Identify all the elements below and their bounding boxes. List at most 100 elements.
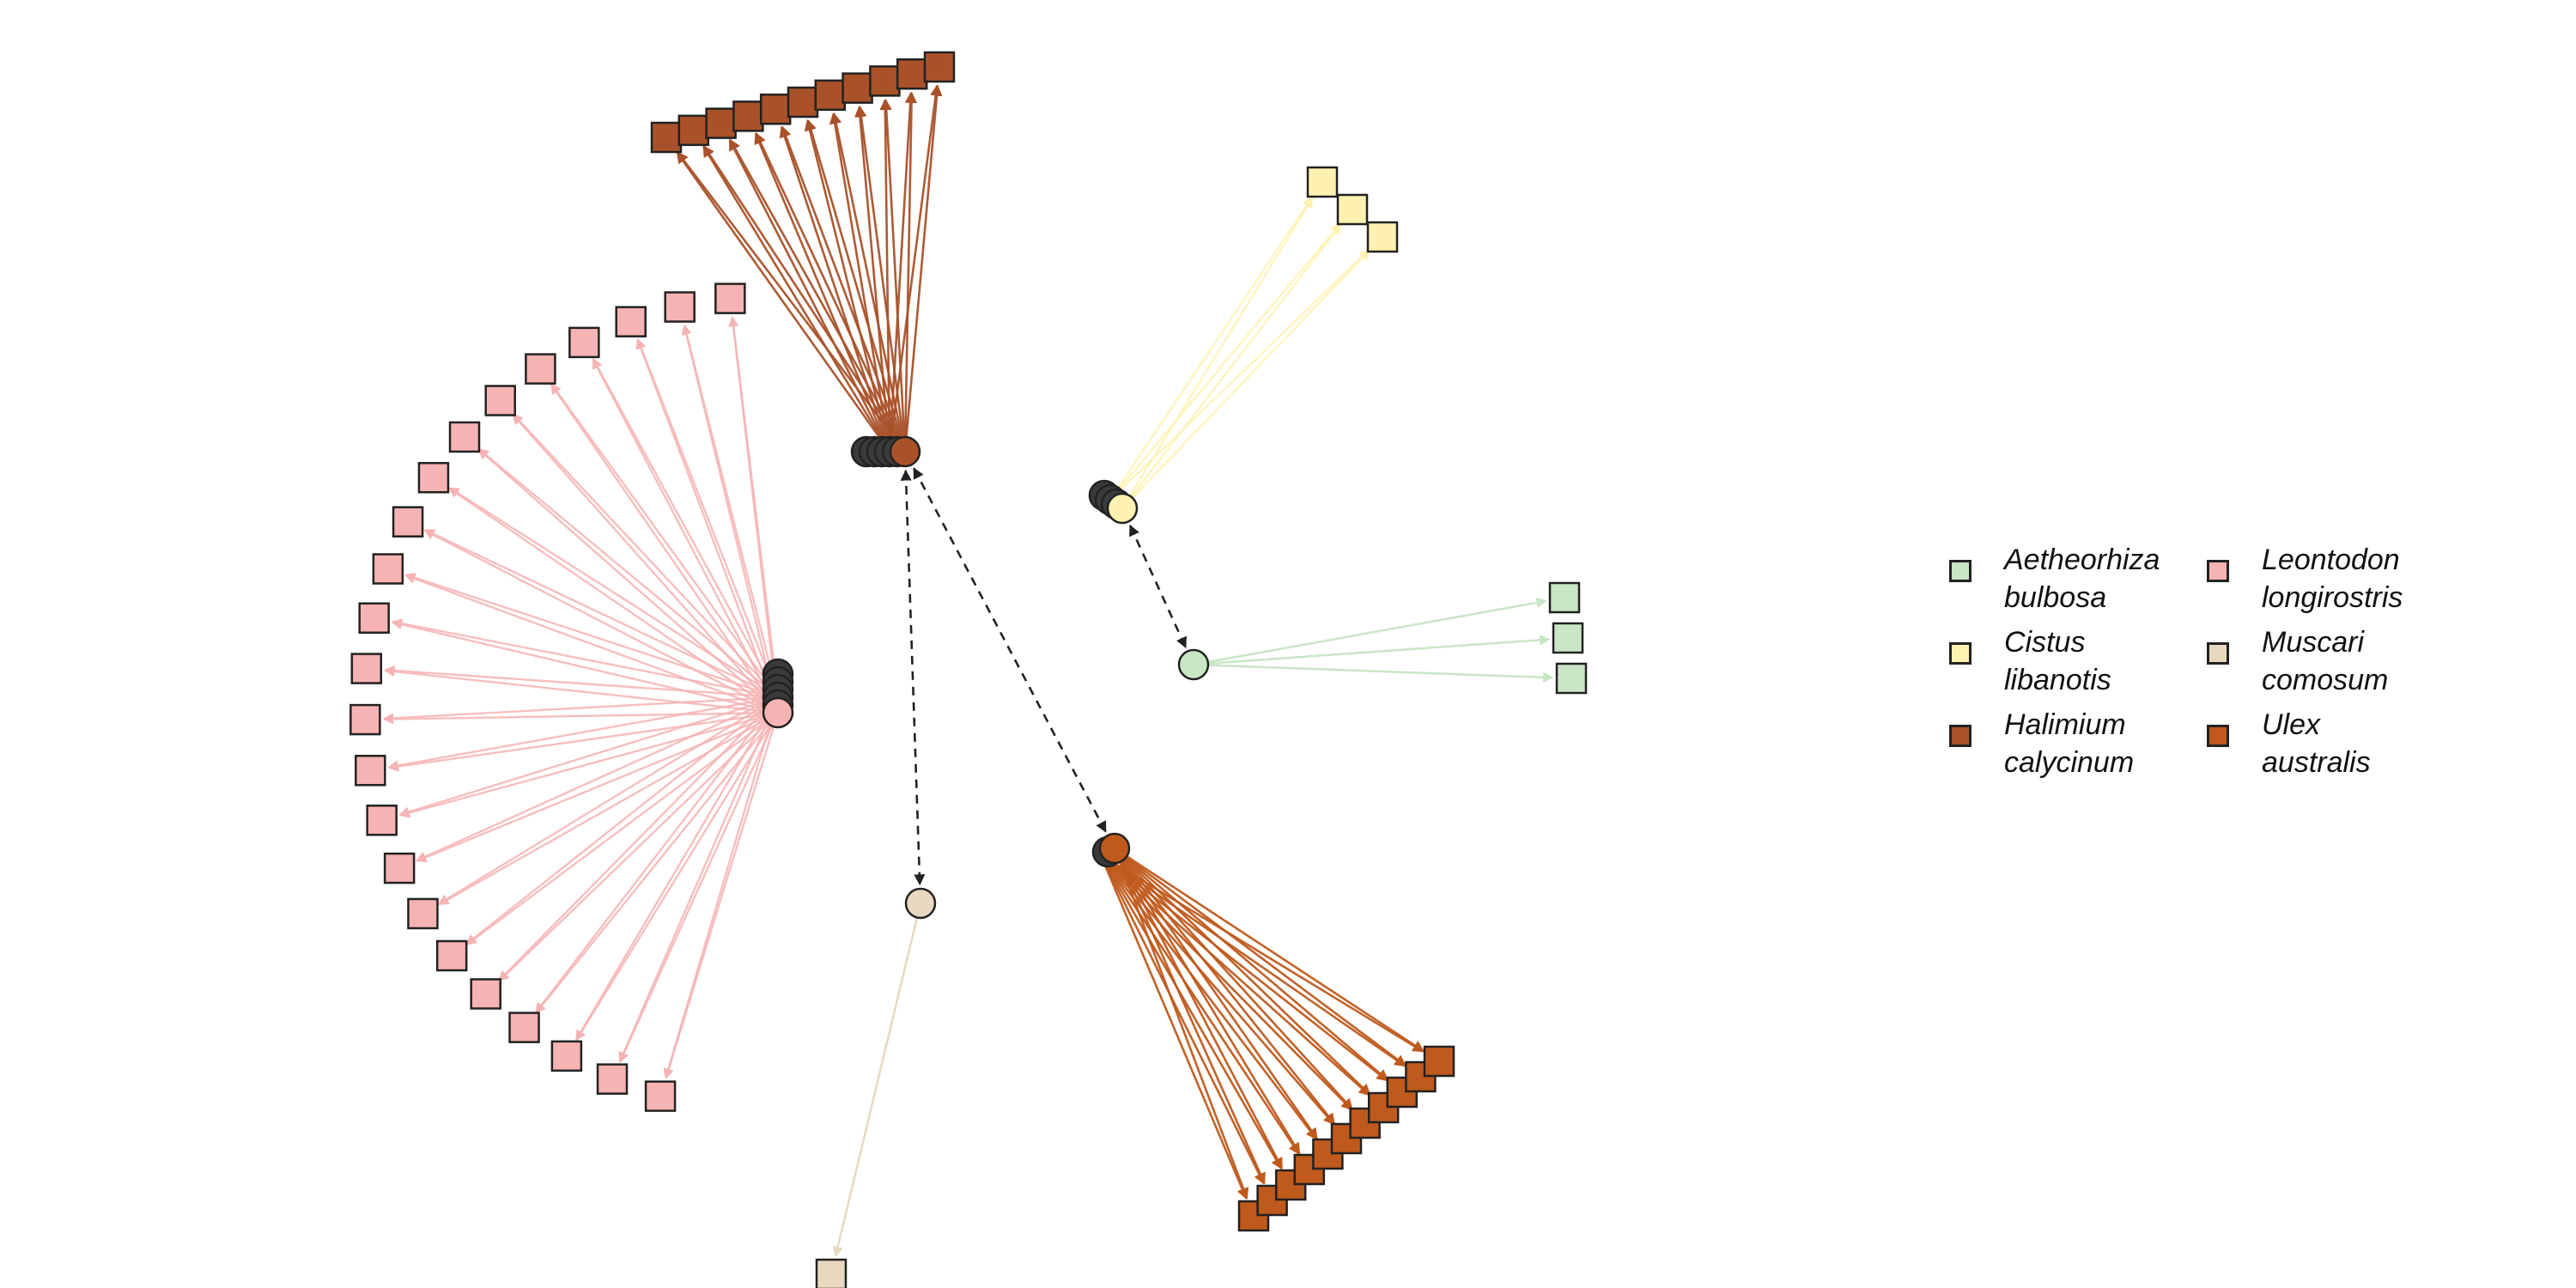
leaf-node-leontodon-22 [644,1080,677,1112]
leaf-node-halimium-0 [650,121,683,154]
leaf-node-halimium-7 [841,72,873,104]
edge-ulex-3-1 [1099,854,1300,1155]
edge-leontodon-17-1 [465,696,779,945]
edge-leontodon-15-1 [416,696,779,862]
hub-node-ulex-0 [1098,832,1131,865]
edge-ulex-9-1 [1100,854,1406,1067]
leaf-node-halimium-10 [923,51,956,83]
edge-ulex-5-1 [1100,854,1335,1126]
leaf-node-leontodon-15 [383,852,416,884]
edge-leontodon-8-1 [423,529,779,699]
leaf-node-aetheorhiza-2 [1555,662,1588,695]
edge-ulex-6-1 [1100,854,1353,1111]
edge-leontodon-17-0 [465,712,779,945]
legend-swatch-muscari [2207,642,2229,665]
leaf-node-halimium-6 [814,79,847,112]
leaf-node-leontodon-12 [349,703,381,736]
leaf-node-halimium-1 [677,114,710,147]
edge-leontodon-12-1 [383,696,779,724]
edge-aetheorhiza-0-1 [1193,597,1547,666]
edge-cistus-2-0 [1121,250,1370,509]
edge-leontodon-14-1 [398,696,779,817]
leaf-node-aetheorhiza-0 [1548,581,1581,614]
leaf-node-aetheorhiza-1 [1552,622,1584,654]
edge-ulex-1-0 [1113,848,1266,1185]
edge-halimium-8-1 [879,99,891,453]
leaf-node-cistus-2 [1366,221,1399,253]
edge-halimium-1-1 [702,145,891,453]
edge-aetheorhiza-2-1 [1193,663,1554,683]
legend-label-aetheorhiza: Aetheorhiza bulbosa [2004,544,2160,614]
edge-ulex-8-0 [1114,848,1389,1081]
edge-halimium-4-1 [779,125,891,453]
edge-ulex-10-0 [1114,847,1425,1053]
edge-cistus-2-1 [1109,249,1370,501]
edge-ulex-7-1 [1100,854,1370,1097]
edge-leontodon-7-1 [448,487,779,699]
edge-cistus-1-0 [1121,223,1342,509]
edge-leontodon-22-1 [663,696,780,1079]
edge-leontodon-5-0 [512,414,779,714]
edge-halimium-9-0 [903,91,918,453]
edge-leontodon-2-0 [635,338,780,714]
edge-leontodon-11-0 [384,666,779,714]
leaf-node-muscari-0 [815,1258,848,1288]
edge-leontodon-6-1 [478,448,779,698]
edge-halimium-0-0 [677,151,907,453]
leaf-node-leontodon-20 [550,1040,583,1072]
legend: Aetheorhiza bulbosa Cistus libanotis Halim… [1949,541,2482,799]
edge-halimium-5-1 [804,119,891,453]
leaf-node-leontodon-18 [470,978,501,1010]
leaf-node-cistus-0 [1306,166,1339,198]
leaf-node-leontodon-8 [392,506,424,538]
edge-leontodon-1-1 [681,324,780,698]
dashed-link-cistus-aetheorhiza [1128,524,1188,649]
edge-leontodon-10-1 [392,618,779,699]
edge-ulex-8-1 [1100,854,1388,1082]
edge-leontodon-13-1 [387,696,779,771]
dashed-link-layer [900,467,1188,886]
edge-leontodon-2-1 [636,338,780,698]
edge-ulex-1-1 [1099,854,1265,1185]
leaf-node-leontodon-13 [355,755,386,787]
edge-leontodon-0-1 [728,316,780,698]
edge-halimium-10-1 [888,84,942,453]
edge-leontodon-14-0 [398,711,779,818]
leaf-node-leontodon-11 [350,653,383,684]
edge-ulex-9-0 [1114,847,1406,1066]
legend-swatch-aetheorhiza [1949,560,1971,582]
dashed-link-halimium-muscari [900,469,926,886]
leaf-node-leontodon-21 [596,1063,629,1095]
edge-ulex-4-1 [1099,854,1318,1140]
leaf-node-leontodon-1 [664,291,696,323]
edge-leontodon-9-0 [404,574,779,714]
edge-leontodon-8-0 [423,529,779,714]
leaf-node-halimium-9 [896,58,928,90]
edge-leontodon-16-0 [438,711,779,906]
leaf-node-leontodon-0 [714,283,746,314]
leaf-node-leontodon-2 [615,306,647,337]
edge-leontodon-21-0 [618,712,780,1063]
edge-ulex-5-0 [1113,848,1336,1125]
edge-ulex-0-1 [1099,854,1248,1200]
leaf-node-leontodon-19 [508,1012,540,1043]
edge-halimium-9-1 [888,91,916,453]
leaf-node-leontodon-14 [366,805,398,836]
edge-halimium-0-1 [676,151,891,453]
edge-leontodon-4-1 [550,383,779,698]
legend-item-ulex: Ulex australis [2207,706,2464,788]
edge-leontodon-15-0 [416,711,779,863]
leaf-node-leontodon-10 [358,602,390,635]
edge-ulex-10-1 [1100,854,1425,1053]
legend-item-leontodon: Leontodon longirostris [2207,541,2464,623]
edge-halimium-2-1 [728,139,891,453]
edge-leontodon-6-0 [477,448,779,714]
edge-leontodon-20-1 [575,696,780,1041]
legend-swatch-halimium [1949,725,1971,747]
legend-item-aetheorhiza: Aetheorhiza bulbosa [1949,541,2207,623]
leaf-node-halimium-2 [705,107,737,139]
legend-label-halimium: Halimium calycinum [2004,708,2135,779]
legend-item-halimium: Halimium calycinum [1949,706,2207,788]
edge-leontodon-19-0 [535,712,779,1014]
